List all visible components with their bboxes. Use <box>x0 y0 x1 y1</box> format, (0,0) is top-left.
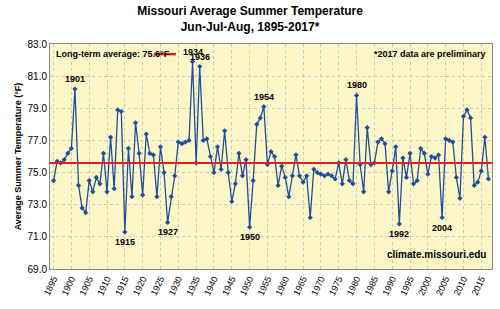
svg-text:1980: 1980 <box>347 80 367 90</box>
svg-text:1985: 1985 <box>363 275 381 297</box>
svg-text:2005: 2005 <box>434 275 452 297</box>
svg-text:1940: 1940 <box>202 275 220 297</box>
svg-text:1895: 1895 <box>42 275 60 297</box>
svg-text:1920: 1920 <box>131 275 149 297</box>
svg-text:69.0: 69.0 <box>28 264 48 275</box>
svg-text:71.0: 71.0 <box>28 231 48 242</box>
svg-text:1992: 1992 <box>389 229 409 239</box>
svg-text:81.0: 81.0 <box>28 71 48 82</box>
svg-text:1950: 1950 <box>238 275 256 297</box>
svg-text:1910: 1910 <box>95 275 113 297</box>
svg-text:1930: 1930 <box>167 275 185 297</box>
svg-text:1915: 1915 <box>115 237 135 247</box>
svg-text:1965: 1965 <box>291 275 309 297</box>
svg-text:1925: 1925 <box>149 275 167 297</box>
svg-text:Missouri Average Summer Temper: Missouri Average Summer TemperatureJun-J… <box>137 4 363 34</box>
svg-text:75.0: 75.0 <box>28 167 48 178</box>
svg-text:2004: 2004 <box>432 223 452 233</box>
svg-text:Average Summer Temperature (°F: Average Summer Temperature (°F) <box>13 83 23 231</box>
svg-text:1927: 1927 <box>158 227 178 237</box>
svg-text:1934: 1934 <box>183 47 203 57</box>
svg-text:1905: 1905 <box>78 275 96 297</box>
svg-text:1955: 1955 <box>256 275 274 297</box>
svg-text:1936: 1936 <box>190 52 210 62</box>
svg-text:climate.missouri.edu: climate.missouri.edu <box>387 249 486 260</box>
svg-text:2010: 2010 <box>452 275 470 297</box>
svg-text:2000: 2000 <box>416 275 434 297</box>
svg-text:1995: 1995 <box>398 275 416 297</box>
svg-text:1980: 1980 <box>345 275 363 297</box>
svg-text:1935: 1935 <box>185 275 203 297</box>
svg-text:1970: 1970 <box>309 275 327 297</box>
svg-text:Long-term average: 75.6°F: Long-term average: 75.6°F <box>56 49 170 59</box>
svg-text:1901: 1901 <box>65 74 85 84</box>
svg-text:1954: 1954 <box>254 92 274 102</box>
svg-text:1900: 1900 <box>60 275 78 297</box>
svg-text:73.0: 73.0 <box>28 199 48 210</box>
svg-text:1960: 1960 <box>274 275 292 297</box>
svg-text:2015: 2015 <box>470 275 488 297</box>
svg-text:83.0: 83.0 <box>28 39 48 50</box>
svg-text:1990: 1990 <box>381 275 399 297</box>
svg-text:*2017 data are preliminary: *2017 data are preliminary <box>374 49 486 59</box>
svg-text:1950: 1950 <box>240 232 260 242</box>
svg-text:79.0: 79.0 <box>28 103 48 114</box>
svg-text:1975: 1975 <box>327 275 345 297</box>
svg-text:1945: 1945 <box>220 275 238 297</box>
svg-text:1915: 1915 <box>113 275 131 297</box>
svg-text:77.0: 77.0 <box>28 135 48 146</box>
